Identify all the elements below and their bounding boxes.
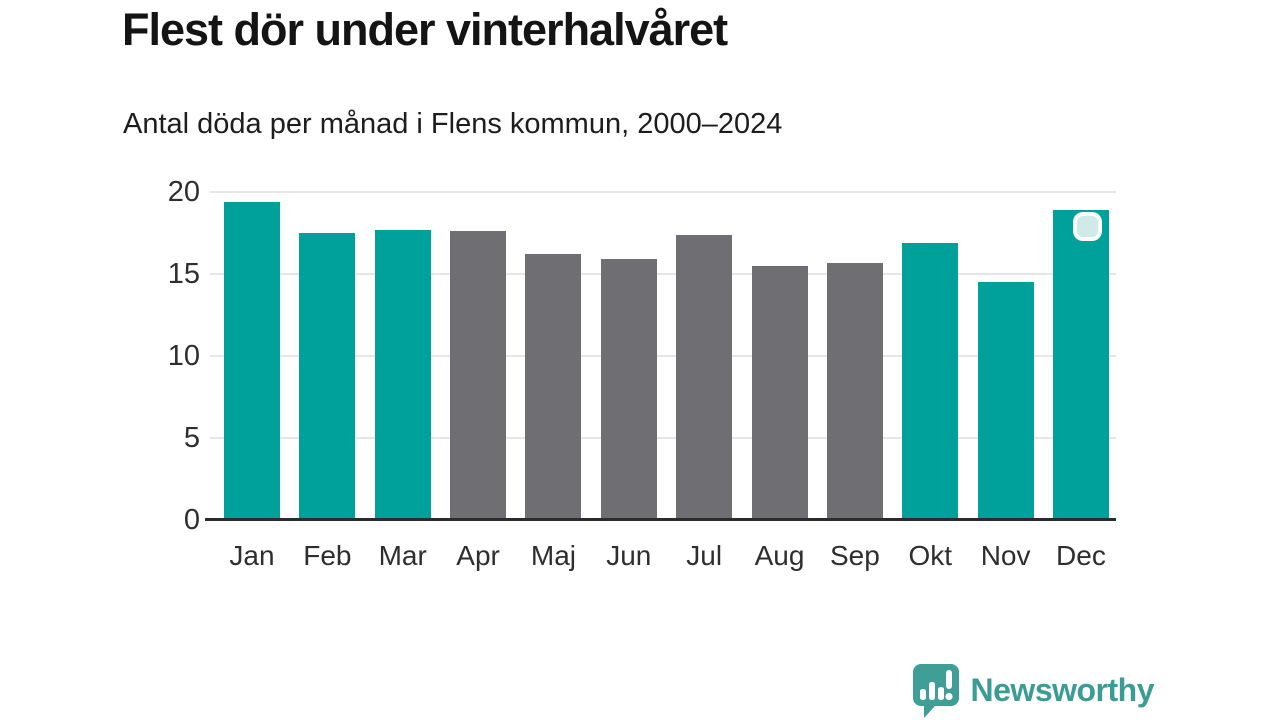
x-tick-label-mar: Mar <box>378 540 427 571</box>
y-tick-label-5: 5 <box>183 422 200 454</box>
x-tick-label-apr: Apr <box>456 540 500 571</box>
x-tick-label-jan: Jan <box>229 540 275 571</box>
newsworthy-logo-icon <box>912 664 959 718</box>
y-tick-label-20: 20 <box>167 176 200 208</box>
x-tick-label-nov: Nov <box>980 540 1031 571</box>
x-tick-label-maj: Maj <box>530 540 576 571</box>
bar-apr[interactable] <box>450 231 507 520</box>
y-axis-labels: 0 5 10 15 20 <box>110 176 200 536</box>
x-tick-label-sep: Sep <box>829 540 880 571</box>
newsworthy-logo: Newsworthy <box>909 662 1155 718</box>
bar-dec[interactable] <box>1052 210 1109 520</box>
bars-layer <box>210 192 1116 520</box>
chart-subtitle: Antal döda per månad i Flens kommun, 200… <box>123 108 783 140</box>
gridline-15 <box>210 273 1116 275</box>
bar-feb[interactable] <box>299 233 356 520</box>
y-tick-label-15: 15 <box>167 258 200 290</box>
plot-area <box>205 191 1116 521</box>
bar-jan[interactable] <box>224 201 280 520</box>
chart-title: Flest dör under vinterhalvåret <box>122 4 728 55</box>
x-tick-label-dec: Dec <box>1056 540 1106 571</box>
bar-okt[interactable] <box>902 242 959 520</box>
x-tick-label-jun: Jun <box>606 540 652 571</box>
selection-badge[interactable] <box>1072 212 1102 242</box>
gridline-20 <box>210 191 1116 193</box>
bar-mar[interactable] <box>374 229 431 520</box>
bar-jun[interactable] <box>600 259 657 520</box>
bar-nov[interactable] <box>977 282 1034 520</box>
bar-jul[interactable] <box>676 234 733 520</box>
newsworthy-logo-text: Newsworthy <box>970 671 1155 708</box>
bar-maj[interactable] <box>525 254 582 520</box>
x-axis-line <box>205 518 1116 521</box>
bar-sep[interactable] <box>826 262 883 520</box>
x-tick-label-okt: Okt <box>908 540 953 571</box>
x-tick-label-feb: Feb <box>303 540 352 571</box>
y-tick-label-10: 10 <box>167 340 200 372</box>
bar-aug[interactable] <box>751 265 808 520</box>
x-axis-labels: Jan Feb Mar Apr Maj Jun Jul Aug Sep Okt Nov Dec <box>210 540 1116 572</box>
gridline-5 <box>210 437 1116 439</box>
x-tick-label-aug: Aug <box>754 540 805 571</box>
gridline-10 <box>210 355 1116 357</box>
x-tick-label-jul: Jul <box>686 540 723 571</box>
y-tick-label-0: 0 <box>183 504 200 536</box>
